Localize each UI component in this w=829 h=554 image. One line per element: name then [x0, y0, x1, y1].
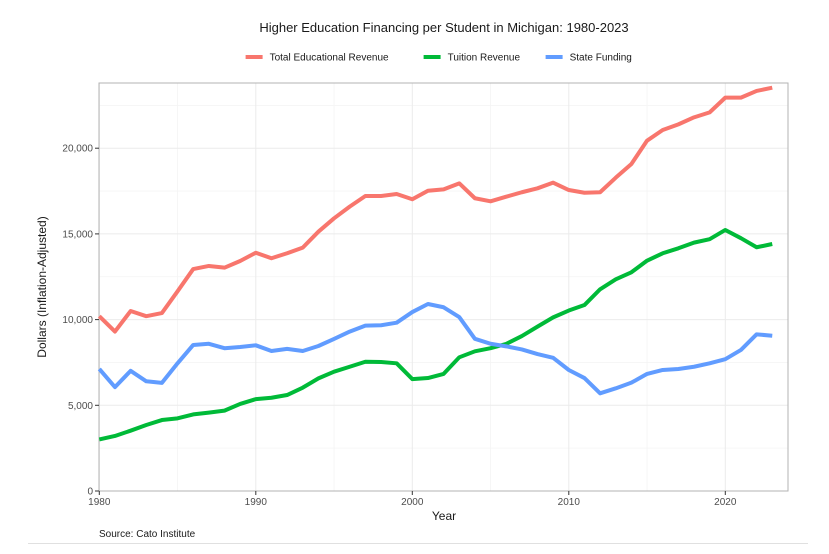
y-axis-title: Dollars (Inflation-Adjusted) — [35, 216, 49, 357]
x-tick-label: 2000 — [401, 497, 424, 508]
y-tick-label: 10,000 — [62, 315, 93, 326]
chart-title: Higher Education Financing per Student i… — [259, 20, 628, 35]
axes: 0 5,000 10,000 15,000 20,000 1980 1990 2000 2010… — [62, 144, 736, 508]
legend-label-state-funding: State Funding — [570, 53, 632, 64]
y-tick-label: 5,000 — [68, 401, 93, 412]
series-line-total-educational-revenue — [97, 85, 773, 334]
plot-border — [98, 82, 789, 492]
x-tick-label: 1980 — [88, 497, 111, 508]
series-line-state-funding — [97, 302, 773, 396]
series-line-tuition-revenue — [98, 227, 773, 442]
source-caption: Source: Cato Institute — [99, 529, 196, 540]
legend-label-tuition-revenue: Tuition Revenue — [448, 53, 521, 64]
y-tick-label: 20,000 — [62, 144, 93, 155]
x-tick-label: 2020 — [714, 497, 737, 508]
x-tick-label: 1990 — [245, 497, 268, 508]
gridlines — [98, 83, 788, 492]
series-lines — [97, 85, 773, 442]
x-tick-label: 2010 — [558, 497, 581, 508]
y-tick-label: 15,000 — [62, 229, 93, 240]
legend: Total Educational Revenue Tuition Revenue… — [245, 53, 632, 64]
legend-label-total-educational-revenue: Total Educational Revenue — [270, 53, 389, 64]
x-axis-title: Year — [432, 509, 456, 523]
y-tick-label: 0 — [87, 487, 93, 498]
